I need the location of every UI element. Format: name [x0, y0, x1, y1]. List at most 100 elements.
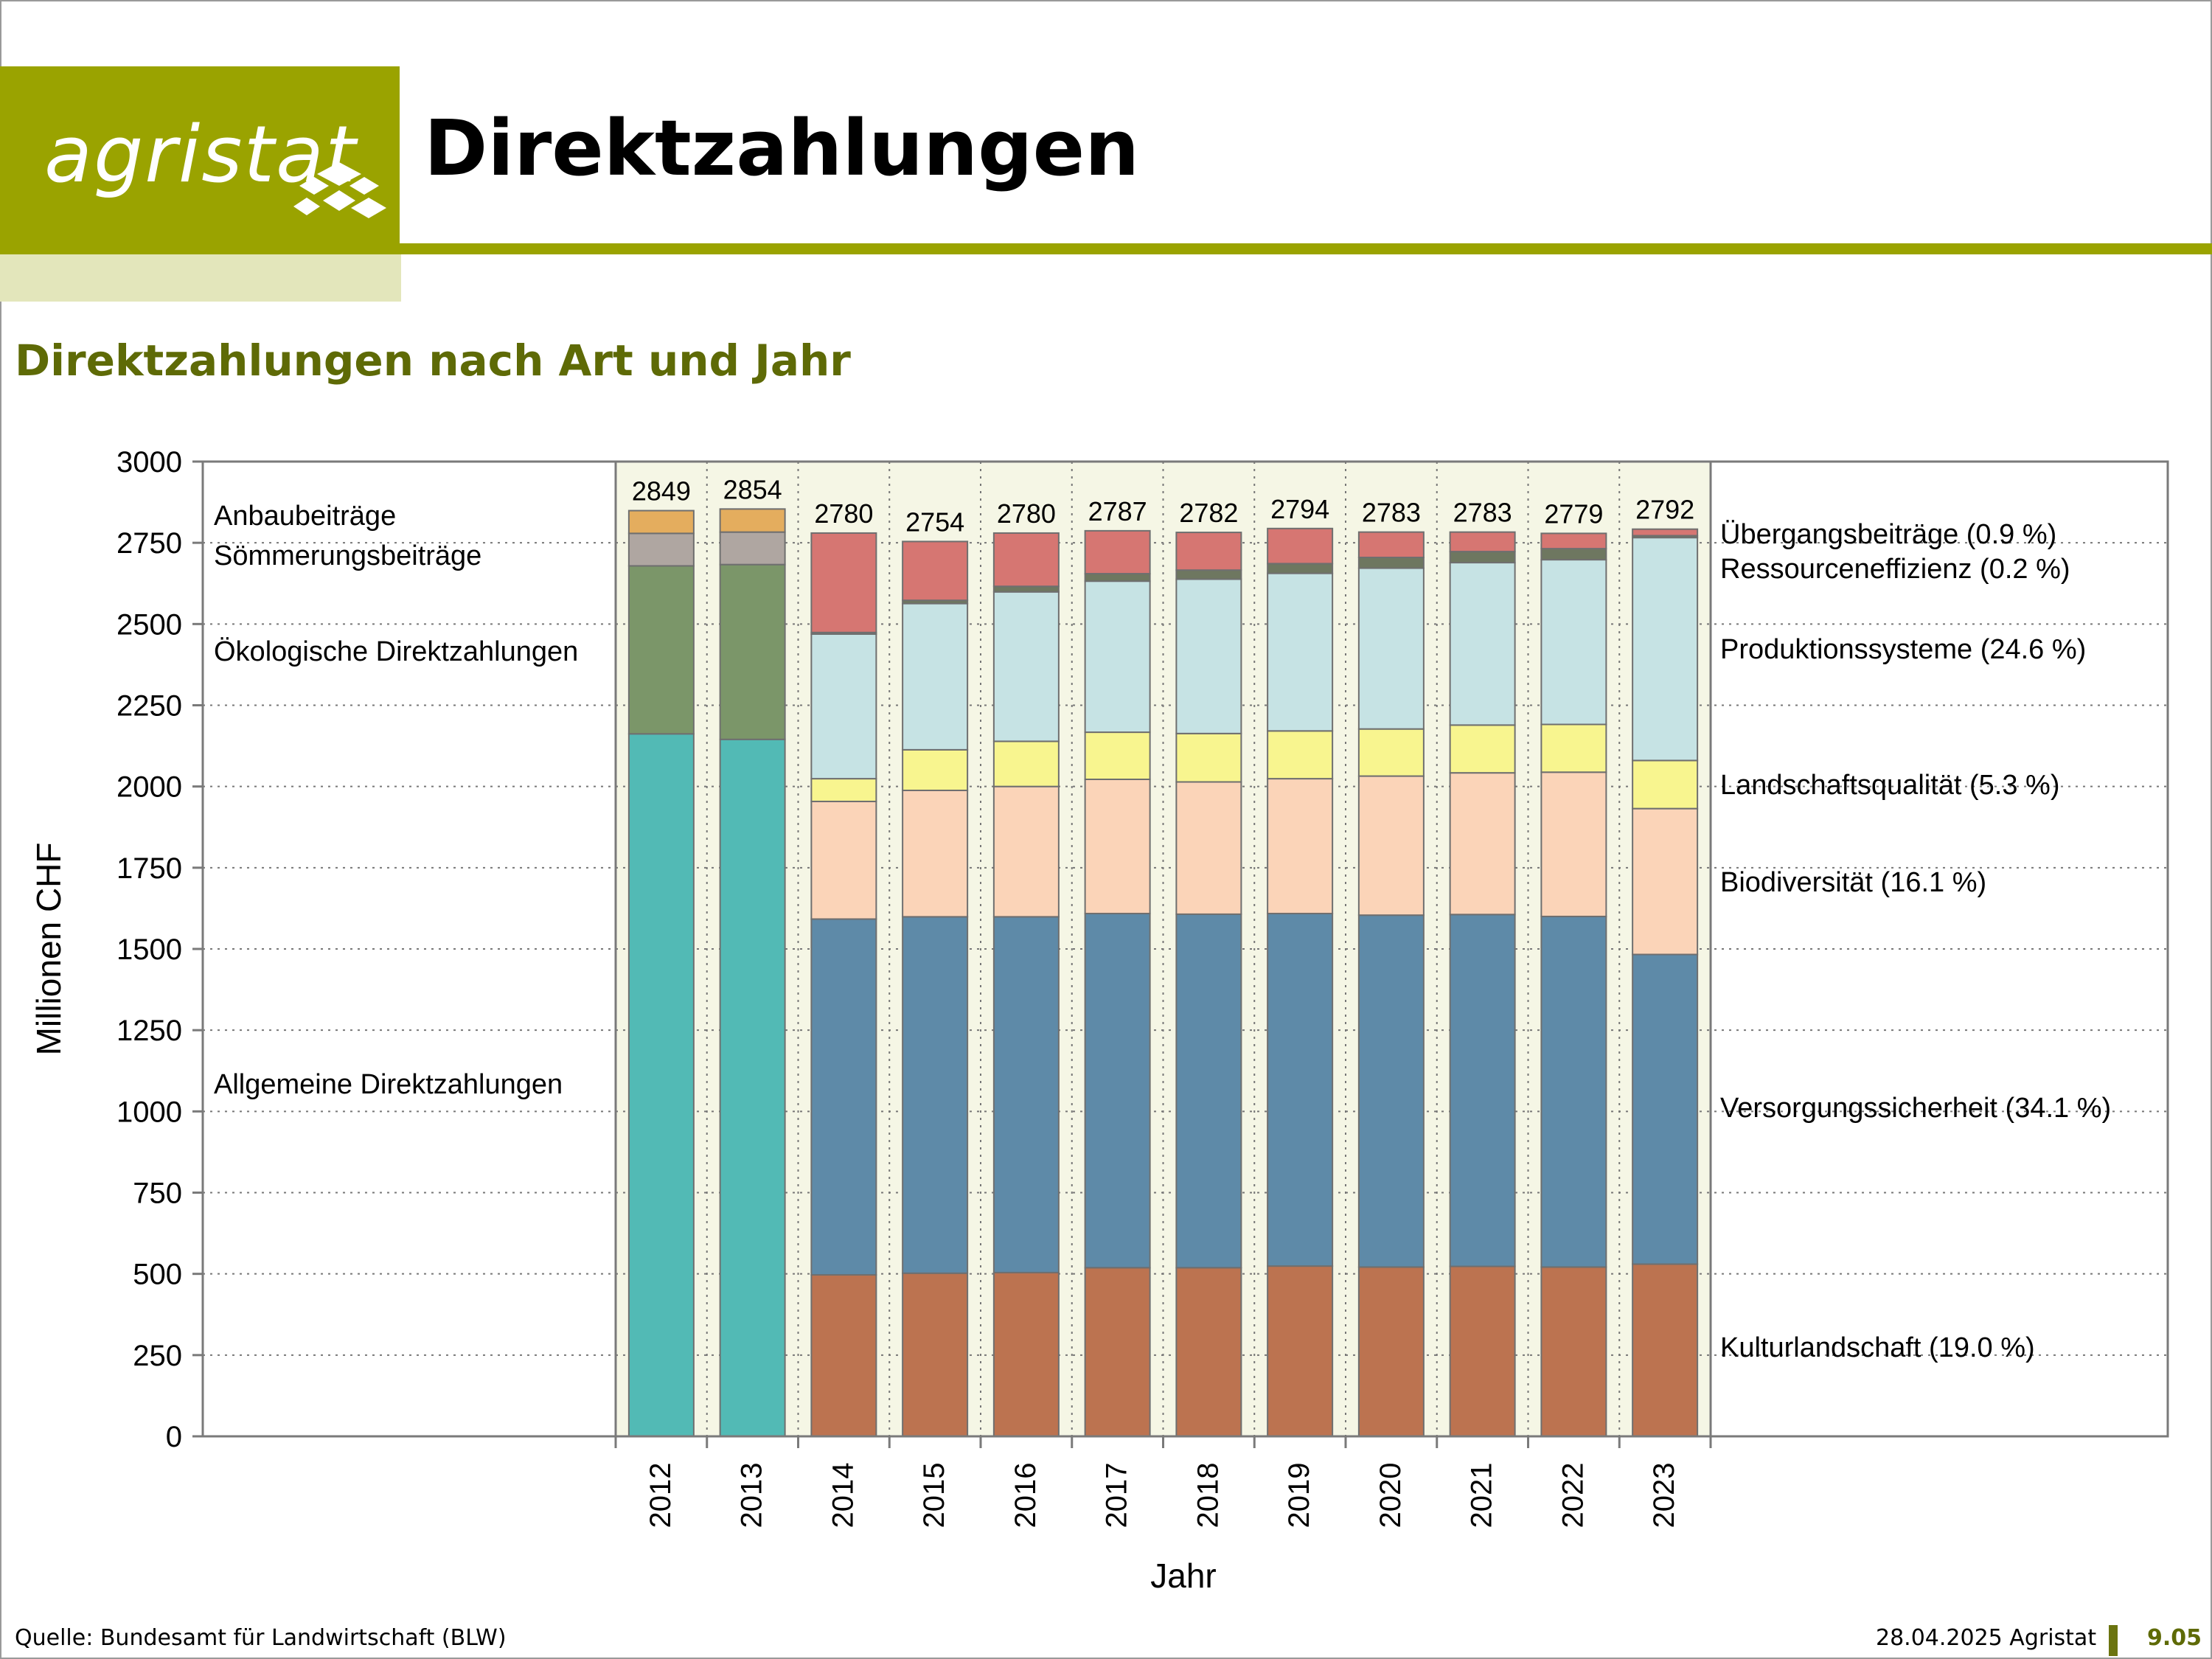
- page-title: Direktzahlungen: [424, 103, 1140, 193]
- bar-segment: [810, 633, 877, 780]
- bar-segment: [1449, 1265, 1516, 1438]
- data-label: 2783: [1362, 498, 1421, 528]
- x-tick-label: 2015: [918, 1463, 950, 1528]
- bar-segment: [810, 918, 877, 1276]
- legend-label: Allgemeine Direktzahlungen: [214, 1069, 563, 1100]
- bar-segment: [1267, 572, 1334, 732]
- bar-segment: [1540, 548, 1607, 561]
- bar-segment: [902, 748, 969, 791]
- bar-segment: [1449, 562, 1516, 726]
- bar-segment: [1357, 728, 1425, 777]
- x-tick-label: 2019: [1283, 1463, 1315, 1528]
- bar-segment: [1449, 551, 1516, 564]
- x-tick-label: 2016: [1009, 1463, 1042, 1528]
- bar-segment: [992, 740, 1060, 787]
- logo-diamonds-icon: [293, 162, 386, 218]
- bar-segment: [627, 733, 695, 1437]
- y-tick-label: 1250: [116, 1015, 182, 1047]
- bar-segment: [902, 602, 969, 751]
- bar-segment: [1449, 772, 1516, 916]
- y-axis-title: Millionen CHF: [29, 843, 68, 1056]
- bar-segment: [992, 916, 1060, 1273]
- data-label: 2779: [1544, 498, 1603, 529]
- bar-segment: [1540, 771, 1607, 917]
- bar-segment: [1175, 1267, 1242, 1437]
- bar-segment: [1357, 531, 1425, 558]
- logo-underbar: [0, 254, 401, 302]
- bar-segment: [810, 778, 877, 802]
- x-tick-label: 2022: [1557, 1463, 1589, 1528]
- bar-segment: [1084, 912, 1151, 1269]
- bar-segment: [1175, 732, 1242, 783]
- x-tick-label: 2018: [1192, 1463, 1224, 1528]
- data-label: 2782: [1179, 498, 1238, 528]
- y-tick-label: 2000: [116, 771, 182, 804]
- bar-segment: [992, 1271, 1060, 1438]
- bar-segment: [1175, 913, 1242, 1269]
- legend-label: Produktionssysteme (24.6 %): [1720, 634, 2086, 665]
- bar-segment: [627, 565, 695, 735]
- y-tick-label: 2500: [116, 608, 182, 641]
- bar-segment: [810, 1273, 877, 1437]
- bar-segment: [1449, 914, 1516, 1267]
- bar-segment: [1084, 731, 1151, 780]
- bar-segment: [1175, 578, 1242, 734]
- bar-segment: [719, 738, 786, 1437]
- bar-segment: [1267, 730, 1334, 780]
- x-tick-label: 2014: [827, 1463, 859, 1528]
- bar-segment: [1175, 781, 1242, 915]
- bar-segment: [1084, 573, 1151, 582]
- bar-segment: [810, 532, 877, 633]
- bar-segment: [1357, 914, 1425, 1268]
- legend-label: Übergangsbeiträge (0.9 %): [1720, 519, 2056, 550]
- bar-segment: [1540, 1266, 1607, 1438]
- legend-label: Ökologische Direktzahlungen: [214, 636, 578, 667]
- bar-segment: [902, 540, 969, 602]
- x-tick-label: 2021: [1466, 1463, 1498, 1528]
- y-tick-label: 1750: [116, 852, 182, 885]
- y-tick-label: 1000: [116, 1096, 182, 1128]
- legend-label: Kulturlandschaft (19.0 %): [1720, 1332, 2035, 1363]
- chart-subtitle: Direktzahlungen nach Art und Jahr: [15, 335, 851, 386]
- bar-segment: [1632, 759, 1699, 810]
- footer-page-number: 9.05: [2147, 1625, 2202, 1651]
- data-label: 2854: [723, 474, 782, 504]
- bar-segment: [1357, 567, 1425, 730]
- bar-segment: [1267, 1265, 1334, 1438]
- bar-segment: [719, 563, 786, 740]
- legend-label: Versorgungssicherheit (34.1 %): [1720, 1093, 2111, 1124]
- y-tick-label: 750: [133, 1178, 182, 1210]
- bar-segment: [1357, 1266, 1425, 1438]
- x-tick-label: 2023: [1648, 1463, 1680, 1528]
- legend-label: Landschaftsqualität (5.3 %): [1720, 770, 2060, 801]
- footer-date: 28.04.2025 Agristat: [1876, 1625, 2097, 1651]
- data-label: 2849: [632, 476, 691, 507]
- data-label: 2754: [905, 507, 964, 537]
- data-label: 2783: [1453, 498, 1512, 528]
- bar-segment: [1267, 912, 1334, 1267]
- bar-segment: [627, 509, 695, 535]
- y-tick-label: 500: [133, 1259, 182, 1291]
- bar-segment: [1267, 778, 1334, 914]
- x-tick-label: 2020: [1374, 1463, 1407, 1528]
- x-tick-label: 2017: [1101, 1463, 1133, 1528]
- bar-segment: [1449, 724, 1516, 774]
- bar-segment: [627, 532, 695, 567]
- bar-segment: [719, 508, 786, 533]
- y-tick-label: 1500: [116, 933, 182, 966]
- x-tick-label: 2012: [644, 1463, 677, 1528]
- bar-segment: [992, 591, 1060, 742]
- data-label: 2780: [997, 498, 1056, 529]
- legend-label: Sömmerungsbeiträge: [214, 540, 481, 571]
- bar-segment: [1357, 556, 1425, 569]
- bar-segment: [1084, 529, 1151, 575]
- bar-segment: [1084, 580, 1151, 734]
- bar-segment: [1540, 723, 1607, 773]
- bar-segment: [1632, 528, 1699, 537]
- x-tick-label: 2013: [736, 1463, 768, 1528]
- bar-segment: [1267, 527, 1334, 565]
- bar-segment: [1632, 953, 1699, 1265]
- x-axis-title: Jahr: [1150, 1557, 1216, 1595]
